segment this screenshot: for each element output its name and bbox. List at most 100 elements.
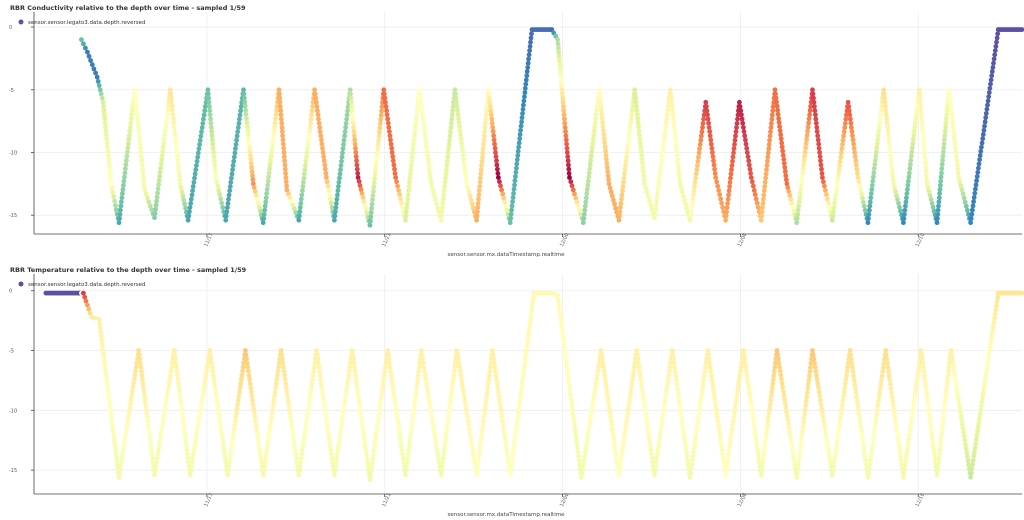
data-point [954,158,960,164]
data-point [942,133,948,138]
data-point [504,451,510,457]
data-point [594,104,600,109]
data-point [323,171,329,176]
data-point [839,406,845,411]
data-point [657,435,663,440]
data-point [504,447,510,453]
data-point [924,389,929,395]
data-point [512,182,517,188]
data-point [409,418,415,424]
data-point [266,435,271,440]
data-point [769,385,775,391]
data-point [899,462,905,467]
data-point [853,158,859,164]
data-point [165,108,171,113]
data-point [701,377,707,383]
data-point [800,166,806,172]
data-point [360,423,365,428]
data-point [141,183,147,189]
data-point [800,170,806,176]
data-point [243,107,249,113]
data-point [309,112,314,118]
data-point [345,377,351,382]
data-point [424,144,429,150]
data-point [412,129,418,135]
data-point [297,205,303,211]
data-point [364,452,369,458]
data-point [564,141,569,147]
data-point [806,116,812,122]
data-point [102,120,108,126]
data-point [980,395,985,401]
data-point [727,439,733,445]
data-point [564,367,570,373]
data-point [870,178,876,184]
data-point [776,360,782,366]
data-point [658,426,664,432]
data-point [127,401,133,407]
data-point [832,201,837,206]
data-point [316,116,321,122]
data-point [251,410,257,416]
data-point [1019,290,1024,296]
data-point [977,416,982,422]
data-point [305,410,311,416]
data-point [202,381,208,387]
data-point [788,438,794,443]
data-point [780,152,786,158]
data-point [179,410,185,416]
data-point [123,166,128,172]
data-point [169,103,175,109]
data-point [451,373,457,378]
data-point [608,418,614,424]
data-point [508,464,514,469]
data-point [586,170,592,176]
data-point [588,413,594,419]
data-point [527,48,532,53]
data-point [503,439,508,445]
data-point [488,112,494,118]
data-point [287,410,293,416]
data-point [992,48,998,53]
data-point [390,158,396,164]
data-point [740,120,746,126]
data-point [710,154,716,160]
data-point [816,145,822,151]
data-point [612,443,618,449]
data-point [227,184,233,189]
data-point [947,91,952,97]
data-point [97,321,103,326]
data-point [994,35,1000,41]
data-point [435,205,441,211]
data-point [922,377,928,382]
data-point [927,193,933,198]
data-point [508,211,514,217]
data-point [411,406,417,411]
data-point [485,385,491,391]
data-point [123,429,129,435]
data-point [582,203,588,209]
data-point [513,174,518,179]
data-point [108,412,114,418]
data-point [847,348,853,353]
data-point [280,360,286,366]
data-point [479,163,484,168]
data-point [429,414,435,420]
data-point [775,107,780,113]
data-point [309,108,315,114]
data-point [699,390,705,396]
data-point [133,95,139,101]
data-point [862,208,868,213]
data-point [228,451,234,457]
data-point [323,414,329,420]
data-point [516,140,522,146]
data-point [152,211,158,217]
data-point [876,398,881,404]
data-point [100,346,106,351]
data-point [307,397,312,403]
data-point [913,112,919,118]
data-point [781,393,787,398]
data-point [337,435,343,440]
data-point [396,422,401,428]
data-point [868,453,874,459]
